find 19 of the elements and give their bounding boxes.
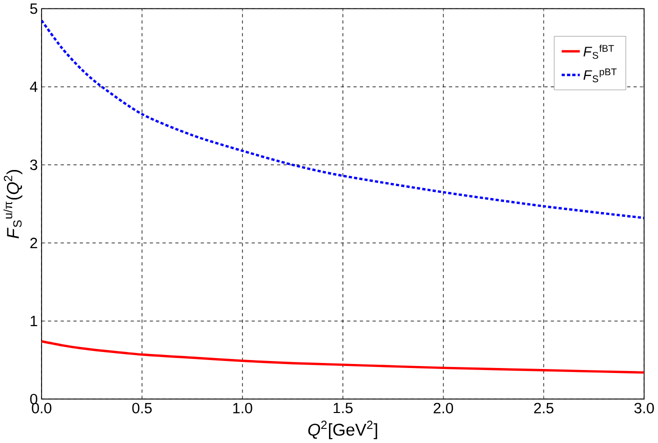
legend-label: F$_{S}$fBT xyxy=(584,44,614,59)
y-tick-label: 5 xyxy=(30,4,38,14)
y-tick-label: 2 xyxy=(30,238,38,248)
x-tick-label: 1.0 xyxy=(233,402,252,414)
legend-label: F$_{S}$pBT xyxy=(584,68,617,82)
y-tick-label: 4 xyxy=(30,82,38,92)
y-tick-label: 1 xyxy=(30,316,38,326)
line-series xyxy=(42,19,644,220)
x-tick-label: 2.0 xyxy=(434,402,454,414)
x-tick-label: 0.0 xyxy=(32,402,52,414)
x-axis-title: Q$^{2}$[GeV$^{2}$] xyxy=(308,420,378,440)
line-series xyxy=(42,340,644,374)
y-axis-title: F$_{S}$$^{u/π}$(Q$^{2}$) xyxy=(4,170,22,239)
y-tick-label: 3 xyxy=(30,160,38,170)
y-tick-label: 0 xyxy=(30,394,38,405)
x-tick-label: 1.5 xyxy=(334,403,353,414)
x-tick-label: 2.5 xyxy=(534,402,554,414)
x-tick-label: 0.5 xyxy=(132,402,152,414)
x-tick-label: 3.0 xyxy=(634,402,654,414)
